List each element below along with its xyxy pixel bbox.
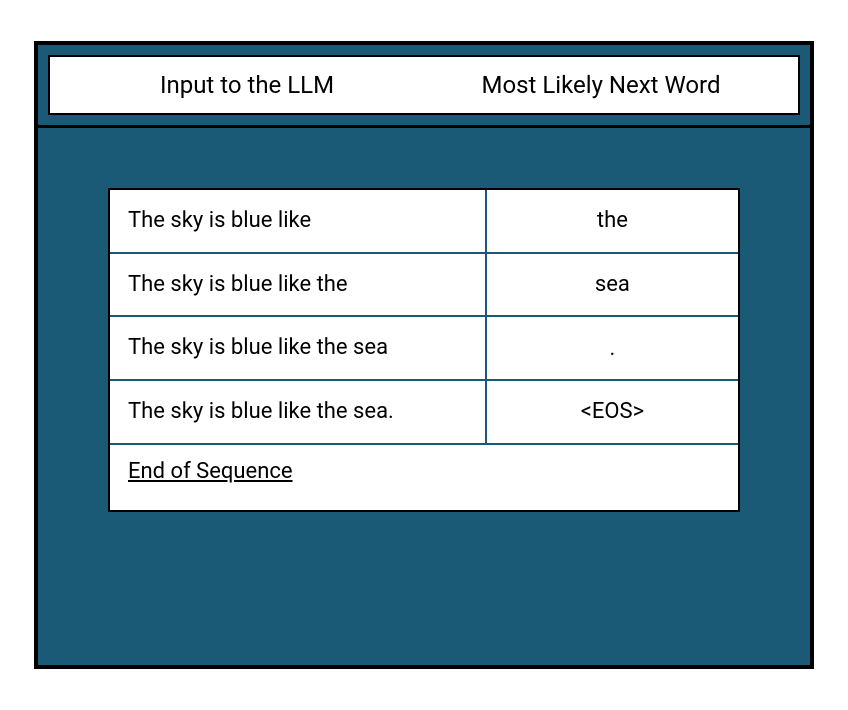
footer-label: End of Sequence xyxy=(110,445,738,510)
input-cell: The sky is blue like xyxy=(110,190,487,252)
input-cell: The sky is blue like the sea. xyxy=(110,381,487,443)
header-right-label: Most Likely Next Word xyxy=(424,71,778,99)
table-row: The sky is blue like the sea xyxy=(110,254,738,318)
table-row: The sky is blue like the xyxy=(110,190,738,254)
header-left-label: Input to the LLM xyxy=(70,71,424,99)
next-word-cell: the xyxy=(487,190,738,252)
input-cell: The sky is blue like the xyxy=(110,254,487,316)
header-bar: Input to the LLM Most Likely Next Word xyxy=(48,55,800,115)
input-cell: The sky is blue like the sea xyxy=(110,317,487,379)
table-row: The sky is blue like the sea . xyxy=(110,317,738,381)
diagram-frame: Input to the LLM Most Likely Next Word T… xyxy=(34,41,814,669)
next-word-cell: . xyxy=(487,317,738,379)
next-word-cell: sea xyxy=(487,254,738,316)
header-strip: Input to the LLM Most Likely Next Word xyxy=(38,45,810,125)
table-row: The sky is blue like the sea. <EOS> xyxy=(110,381,738,445)
prediction-table: The sky is blue like the The sky is blue… xyxy=(108,188,740,512)
next-word-cell: <EOS> xyxy=(487,381,738,443)
body-panel: The sky is blue like the The sky is blue… xyxy=(38,125,810,665)
